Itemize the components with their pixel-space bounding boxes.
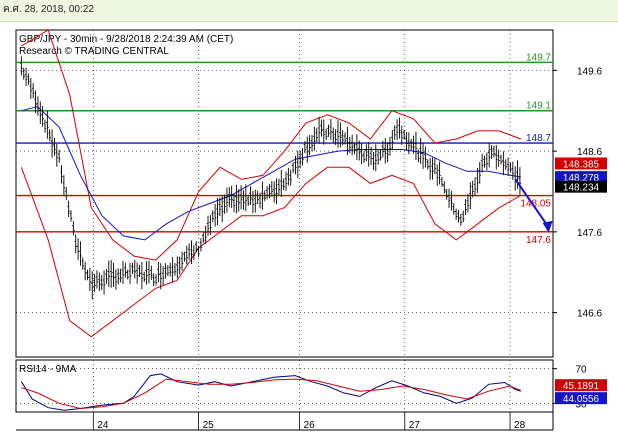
x-tick-label: 25 bbox=[203, 420, 215, 431]
forecast-arrow-head bbox=[542, 220, 553, 233]
main-panel-frame bbox=[15, 29, 554, 358]
price-tag-label: 148.278 bbox=[563, 173, 600, 184]
chart-subtitle: Research © TRADING CENTRAL bbox=[19, 46, 169, 57]
top-bar-divider bbox=[0, 21, 618, 22]
level-label: 149.7 bbox=[526, 52, 551, 63]
forecast-arrow-shaft bbox=[514, 178, 549, 227]
price-tag-label: 148.385 bbox=[563, 159, 600, 170]
y-tick-label: 149.6 bbox=[577, 66, 602, 77]
rsi-value-tag-label: 44.0556 bbox=[563, 394, 600, 405]
x-tick-label: 24 bbox=[97, 420, 109, 431]
level-label: 149.1 bbox=[526, 101, 551, 112]
level-label: 148.7 bbox=[526, 133, 551, 144]
price-tag-label: 148.234 bbox=[563, 183, 600, 194]
top-bar: ค.ศ. 28, 2018, 00:22 bbox=[0, 0, 618, 22]
price-tag bbox=[555, 180, 607, 193]
x-tick-label: 26 bbox=[304, 420, 316, 431]
chart-title: GBP/JPY - 30min - 9/28/2018 2:24:39 AM (… bbox=[19, 34, 233, 45]
rsi-ma-line bbox=[21, 378, 521, 410]
level-label: 147.6 bbox=[526, 235, 551, 246]
date-label: ค.ศ. 28, 2018, 00:22 bbox=[3, 4, 94, 15]
x-tick-label: 27 bbox=[409, 420, 421, 431]
rsi-panel-frame bbox=[15, 359, 554, 413]
rsi-y-tick-label: 30 bbox=[575, 399, 587, 410]
rsi-title: RSI14 - 9MA bbox=[19, 364, 77, 375]
rsi-value-tag bbox=[555, 379, 607, 392]
x-tick-label: 28 bbox=[514, 420, 526, 431]
rsi-line bbox=[20, 373, 521, 411]
level-label: 148.05 bbox=[520, 199, 551, 210]
rsi-value-tag-label: 45.1891 bbox=[563, 381, 600, 392]
y-tick-label: 146.6 bbox=[577, 309, 602, 320]
price-tag bbox=[555, 157, 607, 170]
rsi-value-tag bbox=[555, 392, 607, 405]
price-tag bbox=[555, 171, 607, 184]
bollinger-lower-band bbox=[20, 166, 522, 338]
bollinger-upper-band bbox=[21, 29, 521, 261]
y-tick-label: 147.6 bbox=[577, 228, 602, 239]
rsi-y-tick-label: 70 bbox=[575, 365, 587, 376]
moving-average-line bbox=[21, 106, 521, 241]
y-tick-label: 148.6 bbox=[577, 147, 602, 158]
